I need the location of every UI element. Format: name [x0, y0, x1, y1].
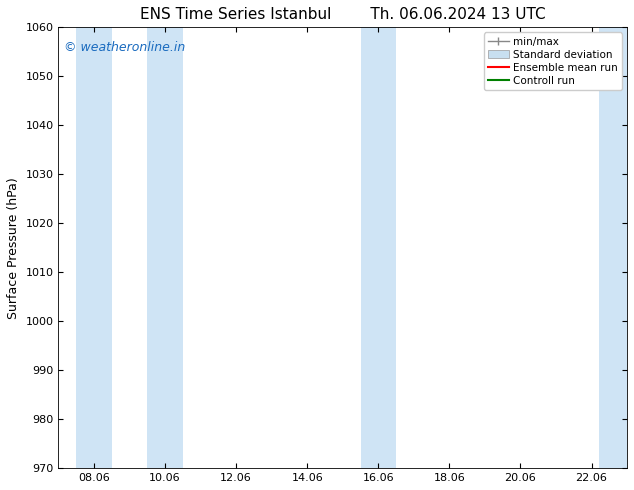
Bar [598, 27, 627, 468]
Y-axis label: Surface Pressure (hPa): Surface Pressure (hPa) [7, 177, 20, 318]
Legend: min/max, Standard deviation, Ensemble mean run, Controll run: min/max, Standard deviation, Ensemble me… [484, 32, 622, 90]
Title: ENS Time Series Istanbul        Th. 06.06.2024 13 UTC: ENS Time Series Istanbul Th. 06.06.2024 … [140, 7, 546, 22]
Bar [361, 27, 396, 468]
Text: © weatheronline.in: © weatheronline.in [64, 41, 185, 53]
Bar [76, 27, 112, 468]
Bar [147, 27, 183, 468]
